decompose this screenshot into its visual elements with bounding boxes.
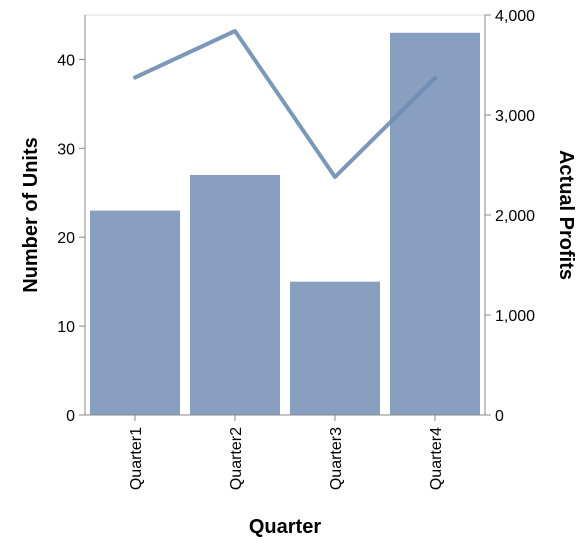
x-tick-label-quarter4: Quarter4 <box>428 427 445 490</box>
x-tick-label-quarter3: Quarter3 <box>328 427 345 490</box>
profit-line <box>133 29 437 179</box>
x-tick-label-quarter2: Quarter2 <box>228 427 245 490</box>
bar-quarter2 <box>190 175 280 415</box>
left-y-axis: 0 10 20 30 40 <box>57 15 86 425</box>
left-tick-label: 30 <box>57 141 75 158</box>
right-tick-label: 1,000 <box>495 308 535 325</box>
x-tick-label-quarter1: Quarter1 <box>128 427 145 490</box>
bars-group <box>90 32 480 415</box>
right-y-axis-title: Actual Profits <box>555 150 577 280</box>
left-y-axis-title: Number of Units <box>20 137 42 293</box>
right-tick-label: 2,000 <box>495 208 535 225</box>
left-tick-label: 10 <box>57 319 75 336</box>
plot-area <box>84 14 486 416</box>
left-tick-label: 0 <box>66 408 75 425</box>
right-tick-label: 0 <box>495 408 504 425</box>
bar-quarter1 <box>90 210 180 415</box>
bar-quarter3 <box>290 281 380 415</box>
left-tick-label: 20 <box>57 230 75 247</box>
right-tick-label: 3,000 <box>495 108 535 125</box>
right-y-axis: 0 1,000 2,000 3,000 4,000 <box>484 8 535 425</box>
x-axis-title: Quarter <box>249 516 321 538</box>
right-tick-label: 4,000 <box>495 8 535 25</box>
x-axis: Quarter1 Quarter2 Quarter3 Quarter4 <box>85 414 485 490</box>
bar-quarter4 <box>390 32 480 415</box>
left-tick-label: 40 <box>57 52 75 69</box>
